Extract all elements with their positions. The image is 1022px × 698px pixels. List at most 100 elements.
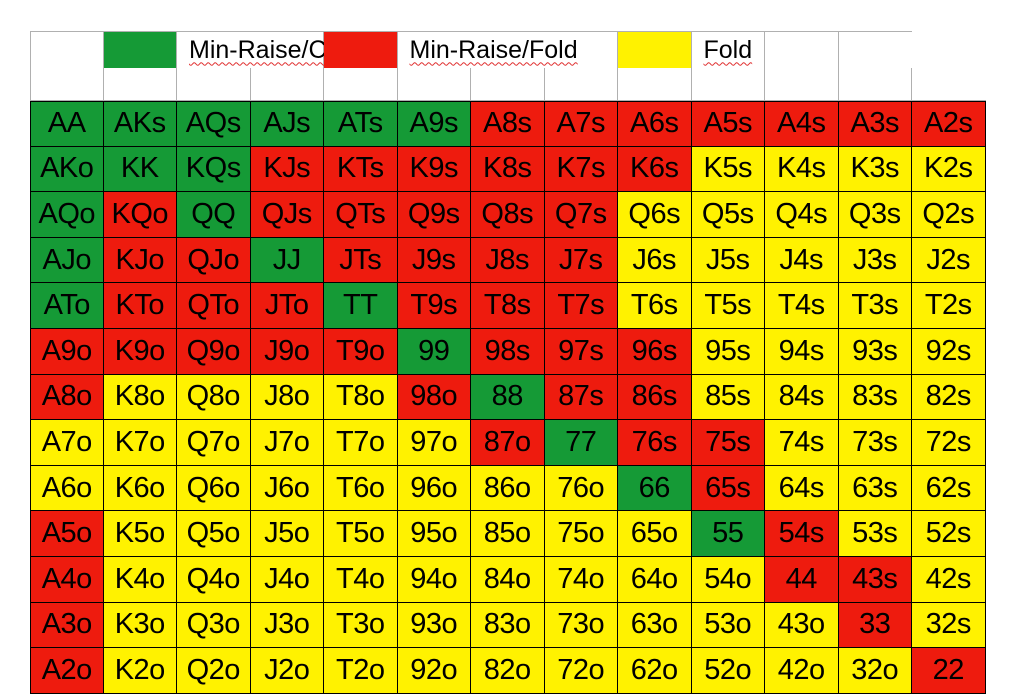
hand-cell[interactable]: 96o — [397, 465, 471, 512]
hand-cell[interactable]: T7o — [324, 420, 398, 466]
hand-cell[interactable]: K2o — [103, 648, 177, 694]
hand-cell[interactable]: J6o — [250, 465, 324, 512]
hand-cell[interactable]: K3o — [103, 602, 177, 649]
hand-cell[interactable]: T4o — [324, 557, 398, 603]
hand-cell[interactable]: T9s — [397, 283, 471, 329]
hand-cell[interactable]: KJs — [250, 146, 324, 193]
empty-cell[interactable] — [177, 68, 251, 101]
empty-cell[interactable] — [838, 32, 912, 69]
hand-cell[interactable]: J7s — [544, 237, 618, 284]
hand-cell[interactable]: A5o — [30, 511, 104, 557]
hand-cell[interactable]: 87o — [471, 420, 545, 466]
hand-cell[interactable]: 73s — [838, 420, 912, 466]
hand-cell[interactable]: JTo — [250, 283, 324, 329]
hand-cell[interactable]: T4s — [765, 283, 839, 329]
hand-cell[interactable]: 22 — [912, 648, 986, 694]
empty-cell[interactable] — [397, 68, 471, 101]
hand-cell[interactable]: 75o — [544, 511, 618, 557]
hand-cell[interactable]: JTs — [324, 237, 398, 284]
hand-cell[interactable]: 43o — [765, 602, 839, 649]
legend-swatch-red[interactable] — [324, 32, 398, 69]
hand-cell[interactable]: J9o — [250, 329, 324, 375]
hand-cell[interactable]: 77 — [544, 420, 618, 466]
hand-cell[interactable]: K5s — [691, 146, 765, 193]
hand-cell[interactable]: Q6o — [177, 465, 251, 512]
hand-cell[interactable]: QQ — [177, 192, 251, 238]
legend-label-fold[interactable]: Fold — [691, 32, 765, 69]
hand-cell[interactable]: T3s — [838, 283, 912, 329]
hand-cell[interactable]: K4o — [103, 557, 177, 603]
empty-cell[interactable] — [30, 68, 104, 101]
hand-cell[interactable]: K6o — [103, 465, 177, 512]
hand-cell[interactable]: 75s — [691, 420, 765, 466]
hand-cell[interactable]: J5o — [250, 511, 324, 557]
hand-cell[interactable]: 92o — [397, 648, 471, 694]
hand-cell[interactable]: 76o — [544, 465, 618, 512]
hand-cell[interactable]: A9s — [397, 101, 471, 147]
empty-cell[interactable] — [544, 68, 618, 101]
hand-cell[interactable]: 94s — [765, 329, 839, 375]
hand-cell[interactable]: A4s — [765, 101, 839, 147]
hand-cell[interactable]: A2o — [30, 648, 104, 694]
hand-cell[interactable]: J3s — [838, 237, 912, 284]
hand-cell[interactable]: Q6s — [618, 192, 692, 238]
hand-cell[interactable]: A8o — [30, 374, 104, 421]
hand-cell[interactable]: K8o — [103, 374, 177, 421]
hand-cell[interactable]: A8s — [471, 101, 545, 147]
hand-cell[interactable]: JJ — [250, 237, 324, 284]
hand-cell[interactable]: KQo — [103, 192, 177, 238]
hand-cell[interactable]: AKo — [30, 146, 104, 193]
hand-cell[interactable]: A5s — [691, 101, 765, 147]
hand-cell[interactable]: KK — [103, 146, 177, 193]
hand-cell[interactable]: 84o — [471, 557, 545, 603]
hand-cell[interactable]: J7o — [250, 420, 324, 466]
empty-cell[interactable] — [765, 68, 839, 101]
hand-cell[interactable]: T2o — [324, 648, 398, 694]
hand-cell[interactable]: 33 — [838, 602, 912, 649]
hand-cell[interactable]: J2s — [912, 237, 986, 284]
hand-cell[interactable]: K6s — [618, 146, 692, 193]
hand-cell[interactable]: 53o — [691, 602, 765, 649]
hand-cell[interactable]: Q4s — [765, 192, 839, 238]
legend-swatch-green[interactable] — [103, 32, 177, 69]
hand-cell[interactable]: Q7s — [544, 192, 618, 238]
hand-cell[interactable]: QJs — [250, 192, 324, 238]
hand-cell[interactable]: T3o — [324, 602, 398, 649]
hand-cell[interactable]: Q3o — [177, 602, 251, 649]
hand-cell[interactable]: T5s — [691, 283, 765, 329]
legend-swatch-yellow[interactable] — [618, 32, 692, 69]
hand-cell[interactable]: Q4o — [177, 557, 251, 603]
hand-cell[interactable]: 97o — [397, 420, 471, 466]
hand-cell[interactable]: 66 — [618, 465, 692, 512]
hand-cell[interactable]: 74o — [544, 557, 618, 603]
hand-cell[interactable]: Q8o — [177, 374, 251, 421]
hand-cell[interactable]: 42o — [765, 648, 839, 694]
hand-cell[interactable]: 64s — [765, 465, 839, 512]
hand-cell[interactable]: A6o — [30, 465, 104, 512]
hand-cell[interactable]: T8s — [471, 283, 545, 329]
hand-cell[interactable]: T2s — [912, 283, 986, 329]
hand-cell[interactable]: Q5o — [177, 511, 251, 557]
hand-cell[interactable]: Q8s — [471, 192, 545, 238]
hand-cell[interactable]: 55 — [691, 511, 765, 557]
hand-cell[interactable]: Q3s — [838, 192, 912, 238]
empty-cell[interactable] — [30, 32, 104, 69]
hand-cell[interactable]: KTs — [324, 146, 398, 193]
hand-cell[interactable]: 44 — [765, 557, 839, 603]
hand-cell[interactable]: Q2s — [912, 192, 986, 238]
empty-cell[interactable] — [471, 68, 545, 101]
hand-cell[interactable]: 52s — [912, 511, 986, 557]
hand-cell[interactable]: K3s — [838, 146, 912, 193]
legend-label-min-raise-call[interactable]: Min-Raise/Call — [177, 32, 352, 69]
hand-cell[interactable]: 92s — [912, 329, 986, 375]
hand-cell[interactable]: AQs — [177, 101, 251, 147]
hand-cell[interactable]: AKs — [103, 101, 177, 147]
hand-cell[interactable]: A7s — [544, 101, 618, 147]
hand-cell[interactable]: QTo — [177, 283, 251, 329]
hand-cell[interactable]: 72o — [544, 648, 618, 694]
hand-cell[interactable]: A6s — [618, 101, 692, 147]
hand-cell[interactable]: 42s — [912, 557, 986, 603]
hand-cell[interactable]: K7s — [544, 146, 618, 193]
hand-cell[interactable]: 32o — [838, 648, 912, 694]
hand-cell[interactable]: AA — [30, 101, 104, 147]
